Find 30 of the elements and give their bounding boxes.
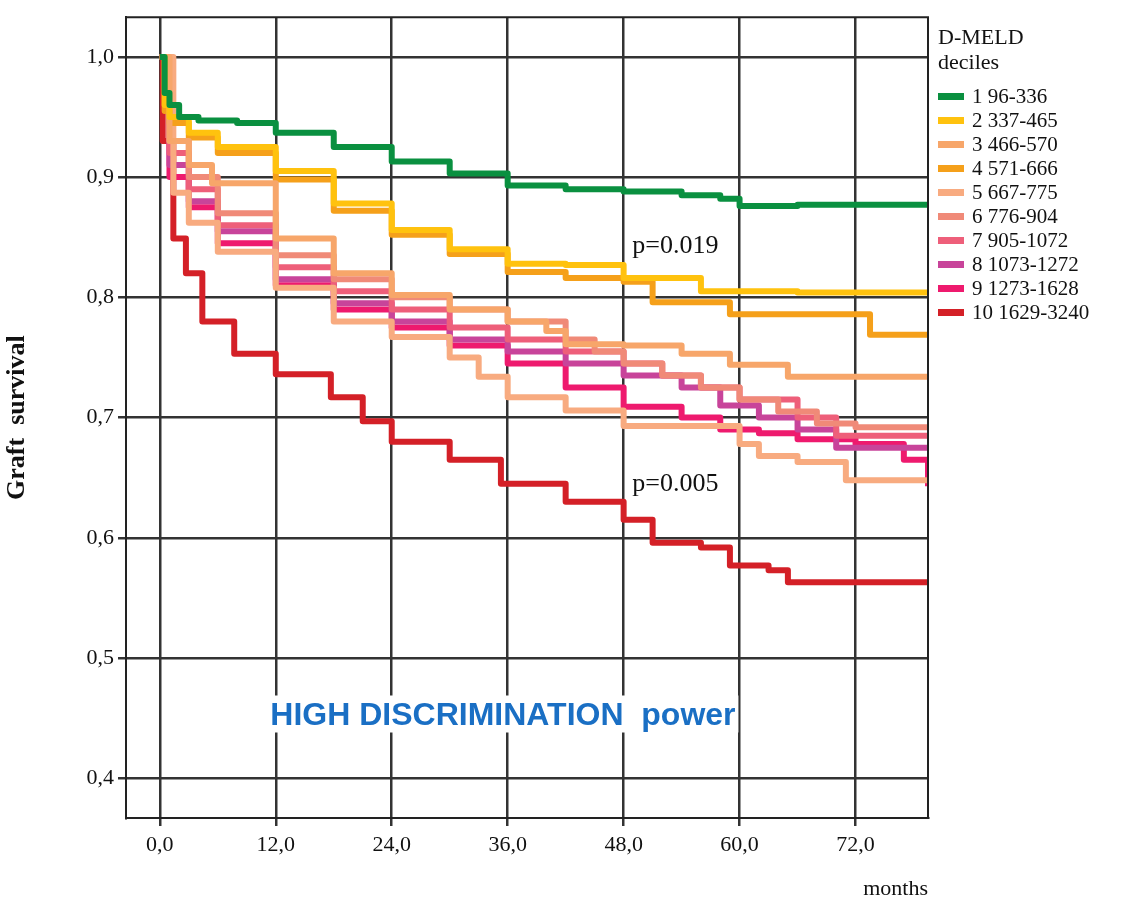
legend-label: 8 1073-1272 <box>972 252 1079 278</box>
y-tick-label: 0,7 <box>86 403 114 429</box>
annotation: p=0.019 <box>629 230 722 261</box>
y-tick-label: 0,6 <box>86 523 114 549</box>
legend-label: 7 905-1072 <box>972 228 1069 254</box>
y-tick-label: 1,0 <box>86 42 114 68</box>
legend-label: 1 96-336 <box>972 84 1048 110</box>
x-tick-label: 72,0 <box>836 830 875 856</box>
x-tick-label: 36,0 <box>488 830 527 856</box>
x-axis-title: months <box>863 874 928 900</box>
x-tick-label: 0,0 <box>146 830 174 856</box>
legend-title: D-MELD deciles <box>938 24 1025 75</box>
legend-label: 3 466-570 <box>972 132 1058 158</box>
legend-label: 10 1629-3240 <box>972 300 1090 326</box>
y-axis-title: Graft survival <box>1 335 31 500</box>
x-tick-label: 60,0 <box>720 830 759 856</box>
y-tick-label: 0,8 <box>86 283 114 309</box>
y-tick-label: 0,9 <box>86 162 114 188</box>
annotation: p=0.005 <box>629 468 722 499</box>
y-tick-label: 0,4 <box>86 764 114 790</box>
y-tick-label: 0,5 <box>86 643 114 669</box>
legend-label: 9 1273-1628 <box>972 276 1079 302</box>
x-tick-label: 24,0 <box>372 830 411 856</box>
legend-label: 4 571-666 <box>972 156 1058 182</box>
annotation: HIGH DISCRIMINATION power <box>267 695 739 733</box>
legend-label: 5 667-775 <box>972 180 1058 206</box>
x-tick-label: 12,0 <box>256 830 296 856</box>
legend-label: 2 337-465 <box>972 108 1058 134</box>
legend-label: 6 776-904 <box>972 204 1058 230</box>
x-tick-label: 48,0 <box>604 830 643 856</box>
